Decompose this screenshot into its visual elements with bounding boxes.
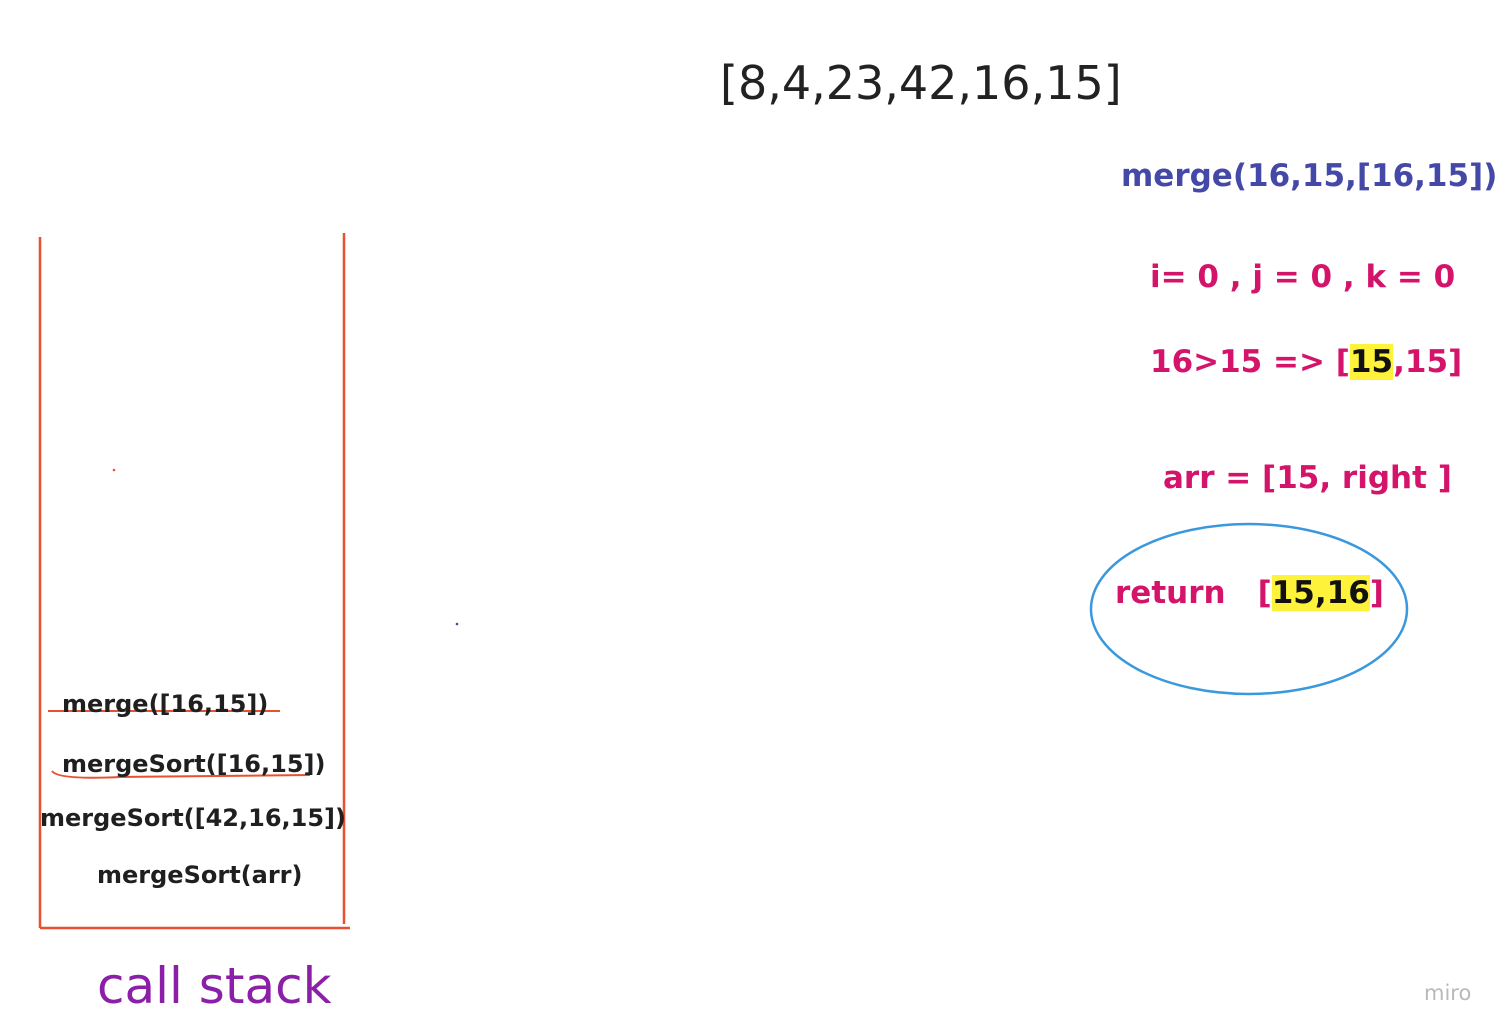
indices-line: i= 0 , j = 0 , k = 0 xyxy=(1150,259,1456,295)
call-stack-label: call stack xyxy=(97,957,332,1015)
compare-line: 16>15 => [15,15] xyxy=(1150,344,1462,380)
stack-item-mergesort-42-16-15: mergeSort([42,16,15]) xyxy=(40,804,346,832)
stack-item-mergesort-arr: mergeSort(arr) xyxy=(97,861,303,889)
return-line: return [15,16] xyxy=(1115,575,1384,611)
return-open-bracket: [ xyxy=(1257,575,1272,611)
stray-dot-orange xyxy=(112,468,116,472)
return-highlight: 15,16 xyxy=(1271,575,1370,611)
compare-highlight: 15 xyxy=(1349,344,1394,380)
return-ellipse xyxy=(1089,522,1409,696)
miro-logo: miro xyxy=(1424,981,1472,1005)
merge-call: merge(16,15,[16,15]) xyxy=(1121,158,1498,194)
return-keyword: return xyxy=(1115,575,1226,611)
stack-item-merge: merge([16,15]) xyxy=(62,690,269,718)
compare-suffix: ,15] xyxy=(1393,344,1463,380)
strike-mergesort-line xyxy=(51,770,311,779)
stray-dot-blue xyxy=(455,622,459,626)
array-title: [8,4,23,42,16,15] xyxy=(720,56,1122,110)
stack-item-mergesort-16-15: mergeSort([16,15]) xyxy=(62,750,326,778)
return-close-bracket: ] xyxy=(1369,575,1384,611)
arr-assign-line: arr = [15, right ] xyxy=(1163,460,1452,496)
compare-prefix: 16>15 => [ xyxy=(1150,344,1350,380)
